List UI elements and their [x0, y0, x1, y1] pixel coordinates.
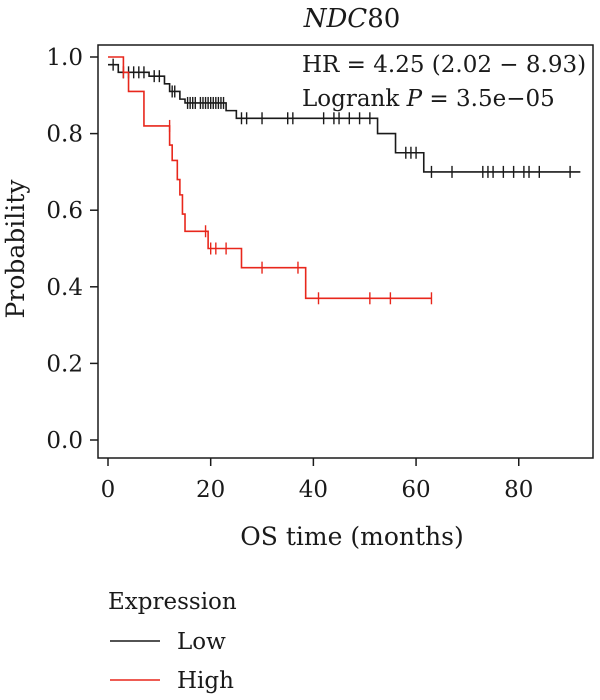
- x-tick-label: 20: [196, 477, 225, 503]
- logrank-annotation: Logrank P = 3.5e−05: [302, 86, 555, 112]
- logrank-value: = 3.5e−05: [422, 86, 555, 112]
- y-tick-label: 0.6: [46, 198, 83, 224]
- y-axis: 0.0 0.2 0.4 0.6 0.8 1.0: [46, 45, 98, 454]
- y-tick-label: 1.0: [46, 45, 83, 71]
- x-tick-label: 40: [299, 477, 328, 503]
- low-survival-curve: [108, 63, 581, 173]
- x-tick-label: 60: [401, 477, 430, 503]
- logrank-p-symbol: P: [406, 86, 423, 112]
- y-tick-label: 0.2: [46, 351, 83, 377]
- chart-title: NDC80: [303, 4, 401, 34]
- y-tick-label: 0.8: [46, 122, 83, 148]
- logrank-prefix: Logrank: [302, 86, 407, 112]
- legend-low-label: Low: [177, 629, 226, 655]
- x-axis-label: OS time (months): [240, 522, 463, 551]
- chart-title-number: 80: [367, 4, 400, 34]
- chart-title-gene: NDC: [303, 4, 368, 34]
- legend-high-label: High: [177, 668, 234, 694]
- y-tick-label: 0.0: [46, 428, 83, 454]
- x-tick-label: 0: [101, 477, 116, 503]
- x-tick-label: 80: [504, 477, 533, 503]
- plot-frame: [97, 44, 594, 459]
- legend: Expression Low High: [108, 589, 237, 694]
- hr-annotation: HR = 4.25 (2.02 − 8.93): [302, 52, 586, 78]
- y-axis-label: Probability: [1, 179, 30, 319]
- survival-curves: [108, 56, 581, 305]
- high-survival-curve: [108, 56, 432, 300]
- x-axis: 0 20 40 60 80: [101, 458, 533, 503]
- legend-title: Expression: [108, 589, 237, 615]
- y-tick-label: 0.4: [46, 275, 83, 301]
